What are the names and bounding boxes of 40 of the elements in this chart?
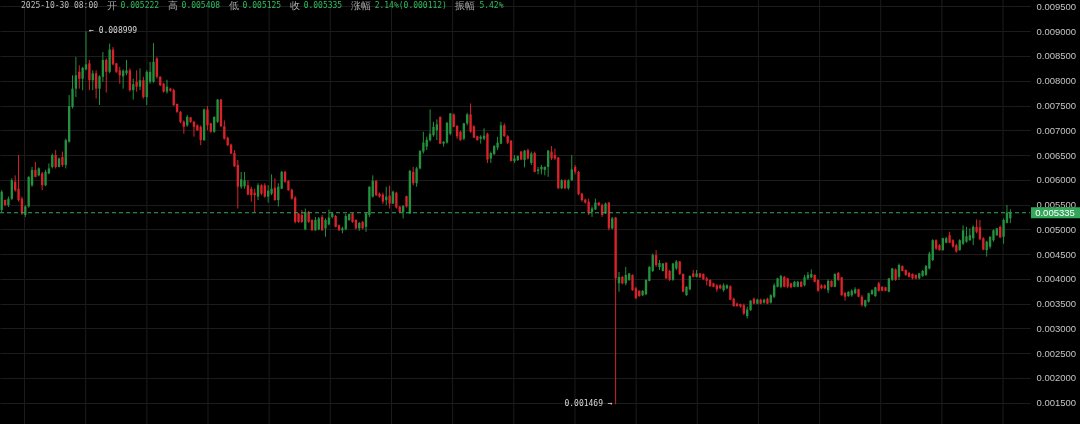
annotation: 0.005408: [181, 1, 221, 10]
candlestick: [108, 43, 111, 74]
y-tick-label: 0.003500: [1036, 298, 1077, 310]
y-tick-label: 0.005000: [1036, 223, 1077, 235]
candlestick: [469, 103, 472, 134]
y-tick-label: 0.008500: [1036, 50, 1077, 62]
y-tick-label: 0.007000: [1036, 124, 1077, 136]
y-tick-label: 0.002500: [1036, 347, 1077, 359]
annotation: ← 0.008999: [89, 26, 138, 36]
candlestick: [388, 185, 391, 210]
annotation: 高: [167, 0, 178, 11]
y-tick-label: 0.007500: [1036, 100, 1077, 111]
y-tick-label: 0.009500: [1036, 0, 1077, 12]
y-tick-label: 0.009000: [1036, 25, 1077, 37]
annotation: 涨幅: [350, 0, 371, 11]
y-tick-label: 0.002000: [1036, 372, 1077, 384]
annotation: 0.005125: [242, 1, 282, 10]
y-tick-label: 0.006000: [1036, 174, 1077, 186]
candlestick: [206, 105, 209, 131]
annotation: 2025-10-30 08:00: [21, 1, 99, 10]
y-tick-label: 0.003000: [1036, 322, 1077, 334]
y-tick-label: 0.004500: [1036, 248, 1077, 260]
y-tick-label: 0.006500: [1036, 149, 1077, 161]
annotation: 0.005222: [120, 1, 160, 10]
annotation: 0.005335: [303, 1, 343, 10]
candlestick: [88, 59, 91, 91]
annotation: 开: [106, 0, 117, 11]
candlestick: [54, 149, 57, 169]
annotation: 低: [228, 0, 239, 11]
candlestick: [142, 76, 145, 100]
candlestick: [135, 69, 138, 93]
annotation: 振幅: [455, 0, 476, 11]
candlestick: [152, 42, 155, 84]
annotation: 0.001469 →: [564, 399, 613, 409]
y-tick-label: 0.004000: [1036, 273, 1077, 285]
y-tick-label: 0.008000: [1036, 75, 1077, 87]
annotation: 5.42%: [479, 1, 504, 10]
annotation: 2.14%(0.000112): [374, 1, 447, 10]
y-tick-label: 0.001500: [1036, 397, 1077, 409]
annotation: 收: [289, 0, 300, 11]
